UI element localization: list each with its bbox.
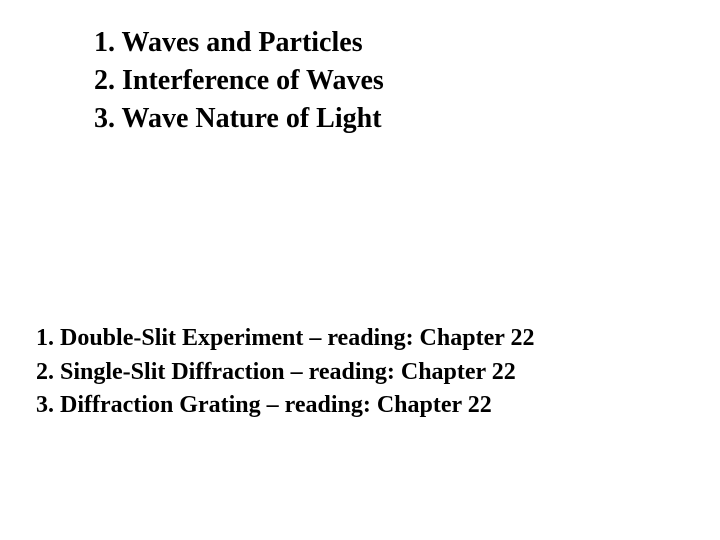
topic-item: 1. Waves and Particles bbox=[94, 24, 384, 62]
topics-list: 1. Waves and Particles 2. Interference o… bbox=[94, 24, 384, 137]
reading-item: 1. Double-Slit Experiment – reading: Cha… bbox=[36, 322, 534, 356]
topic-item: 3. Wave Nature of Light bbox=[94, 100, 384, 138]
topic-item: 2. Interference of Waves bbox=[94, 62, 384, 100]
readings-list: 1. Double-Slit Experiment – reading: Cha… bbox=[36, 322, 534, 423]
reading-item: 2. Single-Slit Diffraction – reading: Ch… bbox=[36, 356, 534, 390]
reading-item: 3. Diffraction Grating – reading: Chapte… bbox=[36, 389, 534, 423]
